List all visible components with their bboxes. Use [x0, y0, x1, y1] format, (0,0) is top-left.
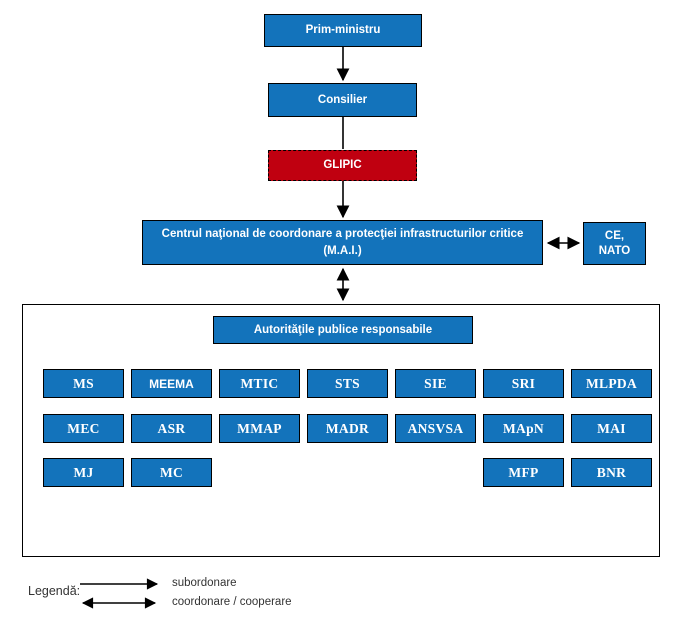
authority-box-sie: SIE	[395, 369, 476, 398]
legend-item-subordonare: subordonare	[172, 577, 237, 589]
legend-title: Legendă:	[28, 584, 81, 598]
authority-box-mai: MAI	[571, 414, 652, 443]
node-prim-ministru-label: Prim-ministru	[305, 24, 381, 37]
node-centrul-national: Centrul naţional de coordonare a protecţ…	[142, 220, 543, 265]
authority-box-asr: ASR	[131, 414, 212, 443]
authority-box-mlpda: MLPDA	[571, 369, 652, 398]
authority-box-bnr: BNR	[571, 458, 652, 487]
authority-box-meema: MEEMA	[131, 369, 212, 398]
node-centrul-label-line1: Centrul naţional de coordonare a protecţ…	[161, 227, 524, 240]
node-glipic-label: GLIPIC	[323, 159, 362, 172]
authority-box-mapn: MApN	[483, 414, 564, 443]
node-consilier-label: Consilier	[317, 93, 368, 106]
authority-box-mmap: MMAP	[219, 414, 300, 443]
authority-box-ansvsa: ANSVSA	[395, 414, 476, 443]
legend-item-coordonare: coordonare / cooperare	[172, 596, 292, 608]
authority-box-mec: MEC	[43, 414, 124, 443]
authority-box-madr: MADR	[307, 414, 388, 443]
node-consilier: Consilier	[268, 83, 417, 117]
node-glipic: GLIPIC	[268, 150, 417, 181]
authority-box-ms: MS	[43, 369, 124, 398]
authority-box-sts: STS	[307, 369, 388, 398]
node-ce-nato: CE, NATO	[583, 222, 646, 265]
node-ce-nato-label-line2: NATO	[598, 244, 631, 257]
authority-box-sri: SRI	[483, 369, 564, 398]
node-autoritati-label: Autorităţile publice responsabile	[253, 323, 433, 336]
node-autoritati-publice: Autorităţile publice responsabile	[213, 316, 473, 344]
node-centrul-label-line2: (M.A.I.)	[323, 244, 362, 257]
authorities-panel: Autorităţile publice responsabile MS MEEM…	[22, 304, 660, 557]
authority-box-mfp: MFP	[483, 458, 564, 487]
authority-box-mj: MJ	[43, 458, 124, 487]
node-prim-ministru: Prim-ministru	[264, 14, 422, 47]
authority-box-mtic: MTIC	[219, 369, 300, 398]
node-ce-nato-label-line1: CE,	[604, 229, 625, 242]
authority-box-mc: MC	[131, 458, 212, 487]
